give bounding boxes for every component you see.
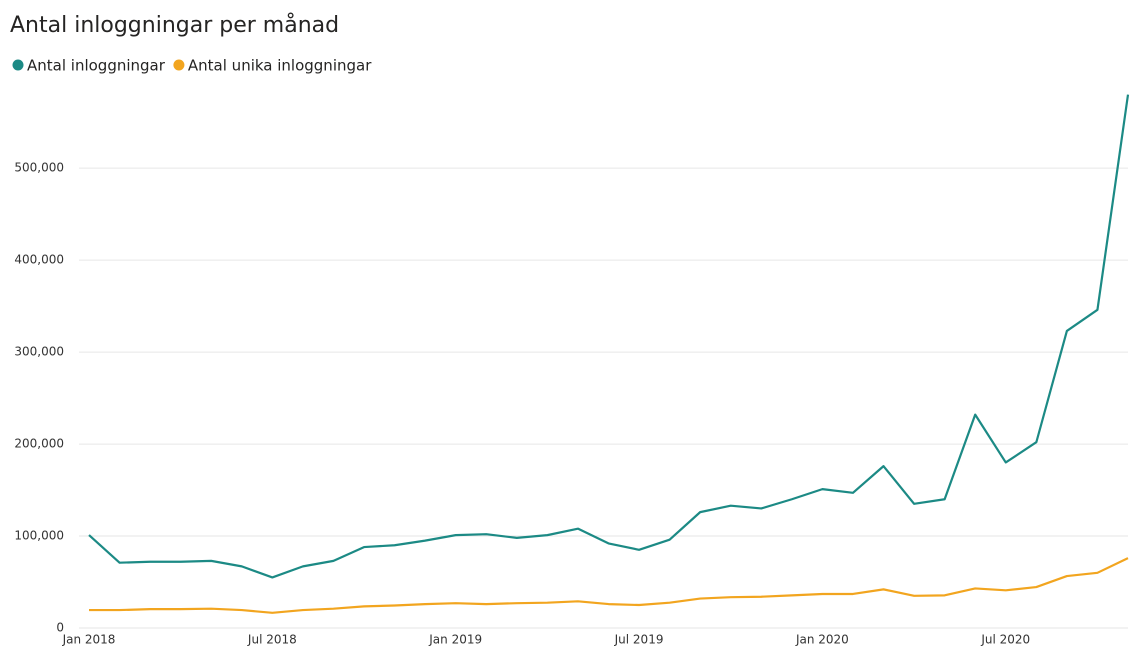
x-tick-label: Jul 2019: [614, 633, 664, 647]
y-tick-label: 500,000: [14, 161, 64, 175]
x-tick-label: Jul 2020: [980, 633, 1030, 647]
legend-marker: [12, 59, 24, 71]
y-tick-label: 100,000: [14, 529, 64, 543]
y-tick-label: 200,000: [14, 437, 64, 451]
y-tick-label: 300,000: [14, 345, 64, 359]
series-line: [88, 94, 1130, 579]
legend-marker: [173, 59, 185, 71]
series-line: [89, 557, 1129, 614]
y-tick-label: 400,000: [14, 253, 64, 267]
x-tick-label: Jan 2018: [62, 633, 116, 647]
x-tick-label: Jan 2020: [795, 633, 849, 647]
legend-label: Antal unika inloggningar: [188, 57, 372, 75]
y-tick-label: 0: [56, 621, 64, 635]
legend-label: Antal inloggningar: [27, 57, 166, 75]
x-tick-label: Jul 2018: [247, 633, 297, 647]
chart-title: Antal inloggningar per månad: [10, 12, 339, 38]
x-tick-label: Jan 2019: [428, 633, 482, 647]
